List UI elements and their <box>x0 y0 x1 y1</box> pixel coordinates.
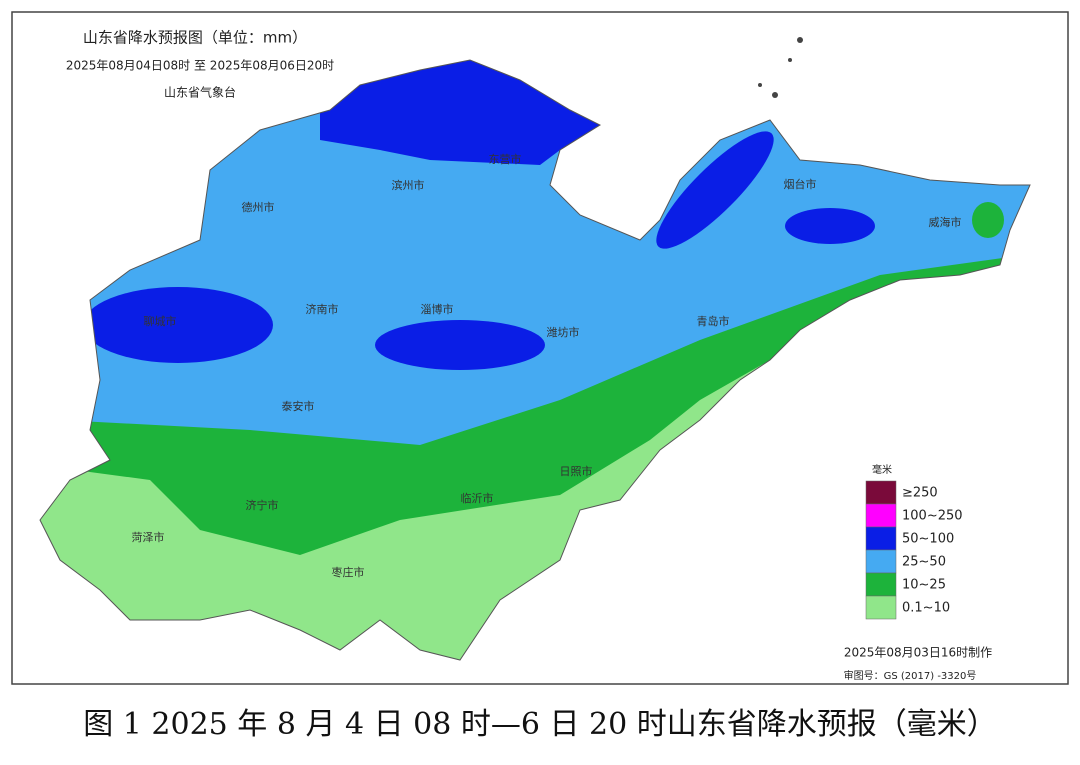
city-label: 菏泽市 <box>132 530 165 544</box>
city-label: 日照市 <box>560 464 593 478</box>
province-outline <box>39 59 1031 661</box>
legend-title: 毫米 <box>872 463 892 476</box>
city-label: 威海市 <box>929 215 962 229</box>
zone-10-25 <box>972 202 1004 238</box>
zone-50-100 <box>83 287 273 363</box>
city-label: 淄博市 <box>421 302 454 316</box>
legend-label: ≥250 <box>902 486 938 501</box>
review-number: 审图号：GS (2017) -3320号 <box>844 669 977 682</box>
city-label: 青岛市 <box>697 314 730 328</box>
zone-50-100 <box>375 320 545 370</box>
legend-swatch <box>865 526 897 551</box>
made-time: 2025年08月03日16时制作 <box>844 646 992 660</box>
legend-swatch <box>865 549 897 574</box>
city-label: 潍坊市 <box>547 325 580 339</box>
map-title: 山东省降水预报图（单位：mm） <box>83 29 307 47</box>
legend-swatch <box>865 480 897 505</box>
legend-label: 10~25 <box>902 578 946 593</box>
zone-50-100 <box>656 131 774 249</box>
legend-label: 0.1~10 <box>902 601 950 616</box>
legend: 毫米 ≥250 100~250 50~100 25~50 10~25 0.1~10 <box>865 463 963 620</box>
legend-swatch <box>865 503 897 528</box>
legend-label: 100~250 <box>902 509 963 524</box>
city-label: 烟台市 <box>784 177 817 191</box>
legend-swatch <box>865 572 897 597</box>
islands <box>758 37 803 98</box>
zone-50-100 <box>785 208 875 244</box>
legend-label: 25~50 <box>902 555 946 570</box>
legend-label: 50~100 <box>902 532 954 547</box>
city-label: 济宁市 <box>246 498 279 512</box>
city-label: 枣庄市 <box>332 565 365 579</box>
city-label: 聊城市 <box>144 314 177 328</box>
city-label: 泰安市 <box>282 399 315 413</box>
city-label: 东营市 <box>489 152 522 166</box>
city-label: 临沂市 <box>461 491 494 505</box>
city-label: 德州市 <box>242 200 275 214</box>
legend-swatch <box>865 595 897 620</box>
city-label: 滨州市 <box>392 178 425 192</box>
city-label: 济南市 <box>306 302 339 316</box>
caption: 图 1 2025 年 8 月 4 日 08 时—6 日 20 时山东省降水预报（… <box>83 707 996 742</box>
period: 2025年08月04日08时 至 2025年08月06日20时 <box>66 59 334 73</box>
agency: 山东省气象台 <box>164 85 236 100</box>
